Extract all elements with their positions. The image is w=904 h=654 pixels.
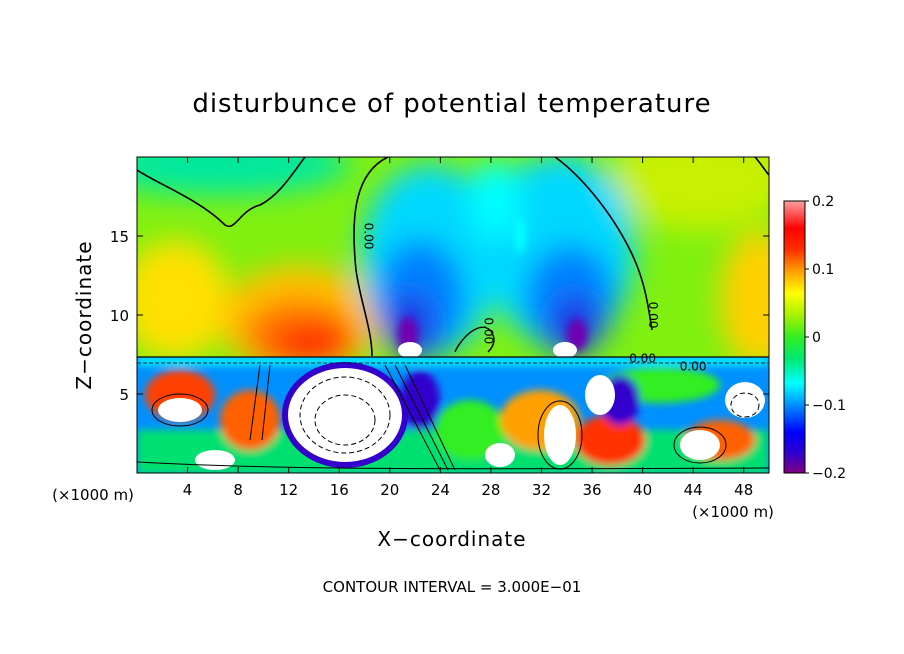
y-axis: 5 10 15 xyxy=(110,228,769,404)
y-tick-label: 10 xyxy=(110,307,129,325)
zero-contour-small-loop xyxy=(454,326,495,353)
x-tick-label: 24 xyxy=(431,481,450,499)
contour-label: 0.00 xyxy=(646,302,660,329)
contour-label: 0.00 xyxy=(680,359,707,373)
colorbar-tick-label: −0.1 xyxy=(812,398,846,414)
y-tick-label: 5 xyxy=(119,386,129,404)
zero-contour-left xyxy=(137,157,306,228)
contour-label: 0.00 xyxy=(629,351,656,365)
x-tick-label: 40 xyxy=(633,481,652,499)
zero-contour-corner xyxy=(754,157,769,176)
colorbar-tick-label: 0 xyxy=(812,330,821,346)
x-tick-label: 8 xyxy=(233,481,243,499)
colorbar-tick-label: 0.1 xyxy=(812,262,834,278)
x-unit-label-right: (×1000 m) xyxy=(692,503,774,521)
x-axis: 4 8 12 16 20 24 28 32 36 40 44 48 xyxy=(183,157,753,499)
x-tick-label: 16 xyxy=(330,481,349,499)
x-unit-label-left: (×1000 m) xyxy=(52,486,134,504)
x-tick-label: 44 xyxy=(684,481,703,499)
heatmap-lower-layer xyxy=(137,357,769,473)
x-tick-label: 48 xyxy=(734,481,753,499)
x-tick-label: 20 xyxy=(380,481,399,499)
colorbar-ticks: 0.2 0.1 0 −0.1 −0.2 xyxy=(805,194,846,482)
x-tick-label: 12 xyxy=(279,481,298,499)
x-tick-label: 32 xyxy=(532,481,551,499)
x-tick-label: 28 xyxy=(481,481,500,499)
y-tick-label: 15 xyxy=(110,228,129,246)
x-tick-label: 36 xyxy=(582,481,601,499)
colorbar-gradient xyxy=(783,200,806,474)
contour-labels: 0.00 0.00 0.00 0.00 0.00 xyxy=(362,223,707,374)
contour-interval-footer: CONTOUR INTERVAL = 3.000E−01 xyxy=(323,578,582,596)
contour-label: 0.00 xyxy=(362,223,376,250)
x-tick-label: 4 xyxy=(183,481,193,499)
colorbar-tick-label: 0.2 xyxy=(812,194,834,210)
heatmap-upper-field xyxy=(137,157,769,358)
y-axis-label: Z−coordinate xyxy=(72,240,96,389)
zero-contour-right xyxy=(554,157,653,331)
zero-contour-middle xyxy=(353,157,389,357)
x-axis-label: X−coordinate xyxy=(377,527,526,551)
colorbar: 0.2 0.1 0 −0.1 −0.2 xyxy=(783,194,846,482)
colorbar-tick-label: −0.2 xyxy=(812,466,846,482)
contour-label: 0.00 xyxy=(482,317,496,344)
chart-title: disturbunce of potential temperature xyxy=(192,89,711,119)
